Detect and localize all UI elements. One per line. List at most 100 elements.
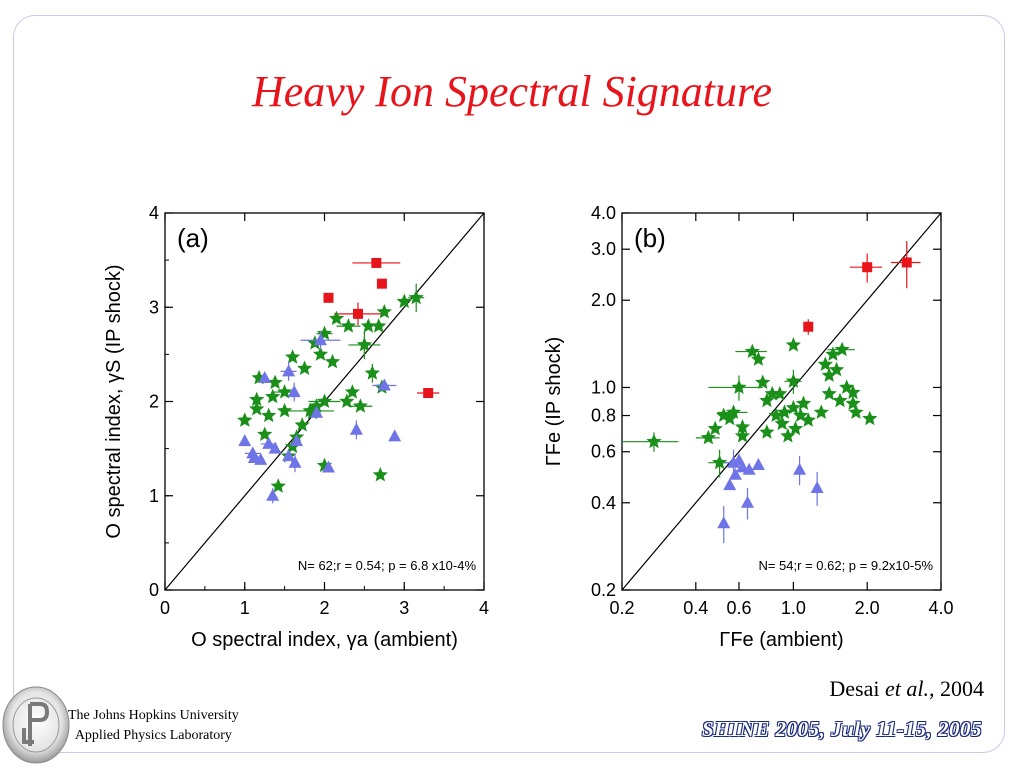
panel-b-ytick-label: 0.6 (591, 442, 616, 462)
panel-b-star-point (848, 404, 864, 419)
panel-a-triangle-point (290, 434, 304, 447)
panel-b-star-point (845, 384, 861, 400)
panel-b-star-point (834, 341, 850, 357)
panel-b-star-point (832, 392, 848, 408)
panel-b-star-point (813, 404, 829, 419)
panel-a-triangle-point (314, 333, 328, 346)
panel-b-star-point (755, 374, 771, 389)
panel-a-triangle-point (262, 436, 276, 449)
panel-b-star-point (734, 428, 751, 443)
panel-a-square-point (376, 278, 387, 289)
citation-author: Desai (829, 676, 880, 701)
panel-a-star-point (267, 374, 283, 390)
panel-b-star-point (734, 419, 751, 434)
panel-b-ylabel-group: ΓFe (IP shock) (543, 337, 565, 467)
panel-a-ylabel: O spectral index, γS (IP shock) (103, 264, 125, 538)
panel-b-star-point (774, 415, 790, 431)
panel-a-triangle-point (282, 364, 296, 377)
panel-b-ytick-label: 0.2 (591, 580, 616, 600)
panel-a-star-point (356, 336, 372, 352)
panel-b-triangle-point (728, 467, 742, 480)
panel-a-triangle-point (238, 434, 252, 447)
panel-a-star-point (237, 412, 253, 427)
panel-b-xlabel: ΓFe (ambient) (719, 629, 843, 651)
panel-b-star-point (795, 395, 812, 410)
panel-a-star-point (364, 365, 380, 380)
panel-b-ytick-label: 0.8 (591, 406, 616, 426)
panel-b-xtick-label: 2.0 (855, 598, 880, 618)
panel-a-star-point (297, 360, 313, 375)
panel-b-star-point (845, 395, 861, 410)
institution-line2: Applied Physics Laboratory (74, 728, 232, 743)
panel-b-ytick-label: 4.0 (591, 203, 616, 223)
panel-b-diagonal-line (621, 212, 942, 591)
panel-a-triangle-point (266, 488, 280, 501)
panel-a-ytick-label: 0 (149, 580, 159, 600)
panel-a-xtick-label: 0 (160, 598, 170, 618)
panel-b-star-point (785, 373, 801, 388)
panel-a-triangle-point (310, 405, 324, 418)
panel-b-star-point (825, 346, 841, 361)
panel-b-star-point (768, 407, 784, 422)
panel-a-xtick-label: 1 (240, 598, 250, 618)
panel-b-square-point (901, 257, 912, 268)
panel-a-ytick-label: 3 (149, 297, 159, 317)
panel-a-star-point (352, 398, 368, 413)
panel-b-star-point (712, 454, 728, 470)
conference-label: SHINE 2005, July 11-15, 2005 (701, 717, 982, 741)
panel-a-star-point (270, 478, 286, 493)
panel-a-square-point (371, 257, 382, 268)
panel-a-star-point (324, 353, 341, 369)
panel-b-label: (b) (634, 223, 666, 253)
panel-a-triangle-point (268, 441, 282, 454)
panel-b-triangle-point (742, 462, 756, 475)
panel-b-triangle-point (741, 495, 755, 508)
citation: Desai et al., 2004 (829, 676, 984, 702)
panel-b-star-point (759, 392, 775, 408)
panel-a-ytick-label: 2 (149, 392, 159, 412)
panel-b-ylabel: ΓFe (IP shock) (543, 337, 565, 467)
panel-a-star-point (340, 318, 356, 333)
panel-b-ytick-label: 0.4 (591, 493, 616, 513)
panel-a-xtick-label: 3 (399, 598, 409, 618)
panel-b-star-point (725, 404, 742, 419)
panel-a-triangle-point (287, 385, 301, 398)
panel-a-triangle-point (254, 452, 268, 465)
panel-a-xlabel: O spectral index, γa (ambient) (191, 629, 458, 651)
panel-a-ytick-label: 1 (149, 486, 159, 506)
panel-a-star-point (371, 318, 387, 333)
panel-b-star-point (744, 343, 760, 358)
panel-a-star-point (249, 401, 265, 416)
panel-a-star-point (285, 349, 301, 364)
citation-etal: et al., (885, 676, 935, 701)
panel-a-star-point (277, 402, 293, 418)
panel-b-star-point (772, 385, 788, 401)
panel-b-star-point (731, 379, 747, 394)
panel-a-triangle-point (321, 460, 335, 473)
slide-frame (13, 15, 1005, 753)
citation-year: 2004 (940, 676, 984, 701)
panel-a-star-point (344, 384, 360, 399)
panel-b-star-point (750, 351, 766, 366)
panel-b-xtick-label: 0.6 (726, 598, 751, 618)
panel-b-star-point (787, 420, 804, 436)
panel-b-star-point (839, 379, 855, 394)
slide-title: Heavy Ion Spectral Signature (251, 67, 773, 116)
panel-b-star-point (821, 385, 837, 401)
panel-b-star-point (828, 361, 845, 377)
panel-b-xtick-label: 0.4 (683, 598, 708, 618)
panel-b-plot-frame (621, 212, 942, 591)
panel-b-xtick-label: 1.0 (781, 598, 806, 618)
panel-b-star-point (862, 410, 878, 426)
panel-b-triangle-point (717, 516, 731, 529)
panel-b-stats-annotation: N= 54;r = 0.62; p = 9.2x10-5% (758, 558, 933, 573)
panel-b-star-point (776, 404, 793, 419)
panel-a-ylabel-group: O spectral index, γS (IP shock) (103, 264, 125, 538)
panel-b-star-point (707, 420, 723, 436)
panel-a-label: (a) (177, 223, 209, 253)
panel-a-square-point (423, 388, 434, 399)
panel-b-square-point (862, 262, 873, 273)
jhu-apl-logo (2, 686, 70, 764)
panel-b-star-point (821, 367, 837, 382)
panel-b-star-point (700, 429, 716, 445)
